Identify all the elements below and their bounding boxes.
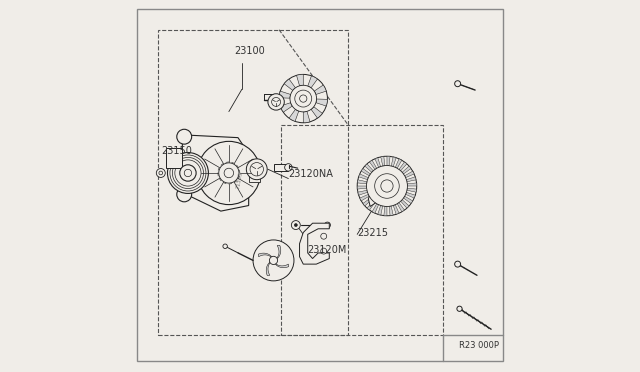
Circle shape [170,155,206,191]
Polygon shape [316,99,328,106]
Polygon shape [311,107,323,118]
Text: 23100: 23100 [234,46,265,56]
Text: 23215: 23215 [357,228,388,238]
Circle shape [321,233,326,239]
Polygon shape [394,205,399,214]
Circle shape [324,222,330,228]
Circle shape [291,221,300,230]
Bar [273,164,289,171]
Polygon shape [402,166,411,174]
Text: 71305: 71305 [236,171,244,189]
Circle shape [246,159,267,180]
Polygon shape [259,253,273,258]
Text: 23120M: 23120M [307,245,346,255]
Polygon shape [249,169,260,182]
Polygon shape [275,263,289,268]
Polygon shape [397,202,404,212]
Text: R23 000P: R23 000P [460,341,499,350]
Circle shape [224,168,234,178]
Bar [166,148,182,168]
Polygon shape [407,188,417,192]
Circle shape [294,224,298,227]
Polygon shape [300,223,330,264]
Polygon shape [308,76,317,88]
Circle shape [269,256,278,264]
Polygon shape [381,156,385,166]
Polygon shape [357,180,367,184]
Circle shape [219,163,239,183]
Polygon shape [369,188,378,206]
Polygon shape [403,196,413,203]
Polygon shape [303,111,310,123]
Polygon shape [372,204,379,213]
Polygon shape [280,103,292,112]
Circle shape [300,95,307,102]
Polygon shape [365,164,373,172]
Circle shape [457,306,462,311]
Polygon shape [358,174,368,180]
Polygon shape [360,194,369,201]
Circle shape [172,157,204,189]
Text: 23150: 23150 [161,146,191,156]
Polygon shape [358,190,367,195]
Polygon shape [401,200,409,208]
Polygon shape [407,183,417,186]
Polygon shape [399,162,407,171]
Circle shape [159,171,163,175]
Circle shape [321,248,326,254]
Polygon shape [182,135,249,211]
Polygon shape [391,157,396,167]
Circle shape [156,169,165,177]
Polygon shape [357,186,367,189]
Circle shape [357,156,417,216]
Circle shape [454,81,461,87]
Polygon shape [363,198,372,206]
Circle shape [285,164,292,171]
Polygon shape [396,159,402,168]
Circle shape [290,85,317,112]
Polygon shape [361,169,371,176]
Circle shape [374,174,399,198]
Polygon shape [378,205,383,215]
Circle shape [177,187,191,202]
Polygon shape [375,158,381,167]
Circle shape [184,169,191,177]
Polygon shape [369,160,377,170]
Circle shape [268,94,284,110]
Circle shape [223,244,227,248]
Circle shape [253,240,294,281]
Circle shape [367,166,408,206]
Circle shape [295,90,312,107]
Circle shape [454,261,461,267]
Polygon shape [406,192,415,198]
Text: 23120NA: 23120NA [289,169,333,179]
Polygon shape [387,156,390,166]
Polygon shape [404,171,414,178]
Circle shape [271,97,280,106]
Circle shape [175,160,201,186]
Polygon shape [266,262,271,276]
Polygon shape [384,206,387,216]
Circle shape [197,141,260,205]
Polygon shape [284,79,296,90]
Circle shape [180,165,196,181]
Polygon shape [406,177,416,182]
Polygon shape [389,206,393,216]
Circle shape [279,74,328,123]
Circle shape [177,129,191,144]
Polygon shape [289,109,299,121]
Circle shape [168,153,209,193]
Polygon shape [314,85,326,94]
Polygon shape [276,245,281,259]
Circle shape [381,180,393,192]
Circle shape [250,163,264,176]
Polygon shape [367,201,375,210]
Polygon shape [279,91,291,98]
Polygon shape [296,74,303,86]
